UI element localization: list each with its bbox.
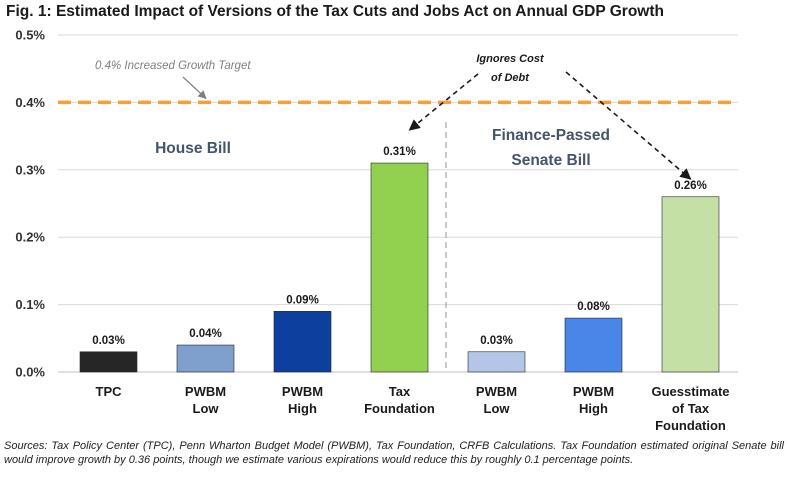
y-tick-label: 0.5% <box>15 28 45 43</box>
bar-chart: 0.0% 0.1% 0.2% 0.3% 0.4% 0.5% 0.03% TPC 0.04% PW… <box>15 28 738 433</box>
callout-text: of Debt <box>491 72 530 84</box>
bar[interactable] <box>370 162 429 373</box>
category-label: TPC <box>96 384 123 399</box>
source-note: Sources: Tax Policy Center (TPC), Penn W… <box>4 440 784 466</box>
bar[interactable] <box>467 351 526 373</box>
y-tick-label: 0.0% <box>15 365 45 380</box>
data-label: 0.09% <box>286 294 319 306</box>
target-arrow <box>182 76 207 99</box>
y-tick-label: 0.3% <box>15 162 45 177</box>
bar[interactable] <box>79 351 138 373</box>
y-tick-label: 0.4% <box>15 95 45 110</box>
callout-arrow <box>408 73 479 131</box>
bar[interactable] <box>564 317 623 373</box>
data-label: 0.08% <box>577 301 610 313</box>
category-label: Foundation <box>364 401 435 416</box>
category-label: Low <box>193 401 220 416</box>
category-label: PWBM <box>185 384 226 399</box>
data-label: 0.31% <box>383 146 416 158</box>
y-tick-label: 0.2% <box>15 230 45 245</box>
category-label: PWBM <box>573 384 614 399</box>
category-label: PWBM <box>476 384 517 399</box>
chart-title: Fig. 1: Estimated Impact of Versions of … <box>6 3 664 20</box>
target-label: 0.4% Increased Growth Target <box>95 60 251 72</box>
category-label: High <box>288 401 317 416</box>
bar[interactable] <box>273 311 332 373</box>
category-label: Tax <box>389 384 411 399</box>
bar[interactable] <box>661 196 720 373</box>
y-tick-label: 0.1% <box>15 297 45 312</box>
bar[interactable] <box>176 344 235 373</box>
category-label: PWBM <box>282 384 323 399</box>
category-label: High <box>579 401 608 416</box>
data-label: 0.03% <box>92 335 125 347</box>
category-label: Guesstimate <box>651 384 729 399</box>
data-label: 0.04% <box>189 328 222 340</box>
data-label: 0.03% <box>480 335 513 347</box>
callout-arrow <box>565 71 692 180</box>
group-label: Senate Bill <box>511 152 590 169</box>
group-label: House Bill <box>155 140 231 157</box>
category-label: of Tax <box>672 401 710 416</box>
category-label: Foundation <box>655 418 726 433</box>
data-label: 0.26% <box>674 180 707 192</box>
group-label: Finance-Passed <box>492 127 610 144</box>
category-label: Low <box>484 401 511 416</box>
callout-text: Ignores Cost <box>476 53 545 65</box>
